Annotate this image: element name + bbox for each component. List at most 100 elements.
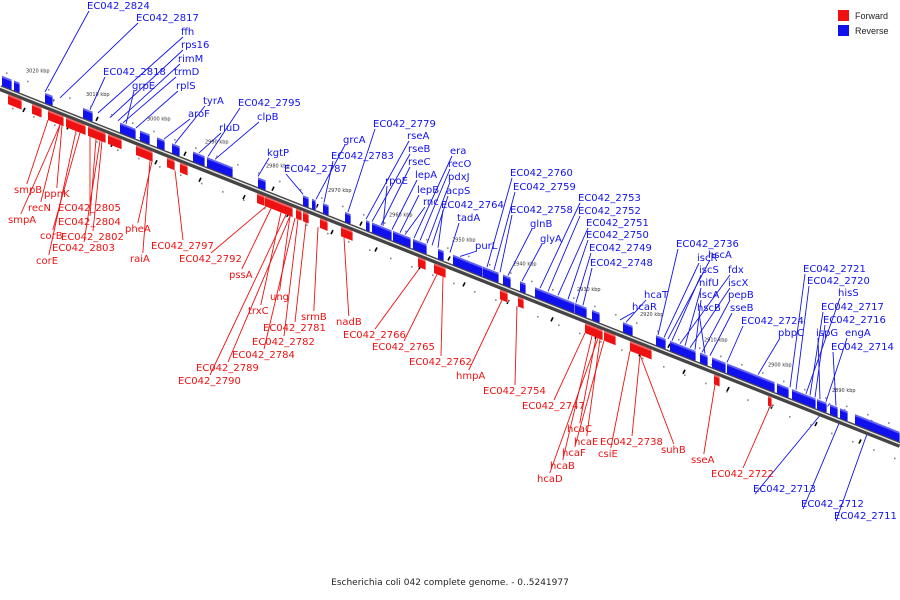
axis-tick (359, 221, 363, 226)
reverse-gene (656, 335, 667, 350)
gene-label-kgtp: kgtP (267, 148, 289, 159)
tick-dot (615, 313, 617, 316)
leader-line (431, 195, 449, 246)
tick-dot (531, 280, 533, 283)
gene-label-nadb: nadB (336, 317, 362, 328)
tick-dot (6, 72, 8, 74)
leader-line (809, 311, 824, 396)
legend-item-reverse: Reverse (838, 23, 889, 38)
tick-dot (852, 440, 854, 443)
forward-gene (32, 103, 43, 118)
leader-line (40, 124, 61, 203)
tick-dot (117, 149, 119, 152)
gene-label-rps16: rps16 (181, 40, 209, 51)
axis-tick (550, 316, 554, 322)
reverse-gene (855, 414, 900, 443)
tick-dot (894, 457, 896, 460)
axis-tick (447, 256, 451, 261)
kbp-tick-label: 2910 kbp (704, 337, 728, 343)
gene-label-ec042-2712: EC042_2712 (801, 499, 864, 510)
reverse-gene (366, 220, 371, 232)
leader-line (499, 214, 513, 273)
leader-line (117, 63, 181, 122)
tick-dot (384, 222, 386, 224)
gene-label-ec042-2781: EC042_2781 (263, 323, 326, 334)
leader-line (610, 350, 631, 449)
tick-dot (327, 232, 329, 235)
leader-line (283, 219, 299, 337)
kbp-tick-label: 2920 kbp (640, 312, 664, 318)
gene-label-raia: raiA (130, 254, 150, 265)
leader-line (347, 128, 376, 213)
leader-line (493, 191, 516, 271)
reverse-swatch (838, 25, 849, 36)
gene-label-ppnk: ppnK (44, 189, 70, 200)
tick-dot (216, 155, 218, 158)
tick-dot (342, 205, 344, 208)
leader-line (391, 179, 418, 230)
leader-line (20, 124, 61, 215)
reverse-gene (792, 389, 817, 409)
forward-gene (585, 323, 604, 341)
gene-label-ec042-2795: EC042_2795 (238, 98, 301, 109)
tick-dot (195, 147, 197, 149)
leader-line (285, 173, 304, 195)
gene-label-ec042-2817: EC042_2817 (136, 13, 199, 24)
leader-line (56, 125, 63, 189)
gene-label-ec042-2779: EC042_2779 (373, 119, 436, 130)
tick-dot (138, 157, 140, 160)
forward-gene (167, 157, 176, 171)
tick-dot (405, 230, 407, 233)
tick-dot (516, 307, 518, 310)
tick-dot (825, 397, 827, 399)
tick-dot (663, 365, 665, 368)
leader-line (92, 141, 103, 232)
reverse-gene (323, 203, 330, 216)
gene-label-pepb: pepB (728, 290, 754, 301)
gene-label-hiss: hisS (838, 288, 859, 299)
tick-dot (96, 141, 98, 143)
tick-dot (111, 114, 113, 116)
reverse-gene (312, 198, 317, 211)
tick-dot (132, 122, 134, 124)
gene-label-ung: ung (270, 292, 289, 303)
leader-line (619, 311, 635, 321)
leader-line (703, 384, 716, 455)
reverse-gene (623, 322, 634, 337)
leader-line (805, 297, 841, 394)
reverse-gene (777, 383, 790, 399)
reverse-gene (14, 80, 21, 94)
tick-dot (873, 449, 875, 451)
tick-dot (594, 305, 596, 308)
gene-label-ec042-2784: EC042_2784 (232, 350, 295, 361)
kbp-tick-label: 2940 kbp (513, 261, 537, 267)
gene-label-hcab: hcaB (550, 461, 575, 472)
gene-label-ec042-2736: EC042_2736 (676, 239, 739, 250)
gene-label-ec042-2762: EC042_2762 (409, 357, 472, 368)
tick-dot (348, 241, 350, 243)
tick-dot (48, 89, 50, 91)
tick-dot (411, 266, 413, 268)
leader-line (757, 337, 781, 375)
gene-label-ec042-2749: EC042_2749 (589, 243, 652, 254)
tick-dot (447, 247, 449, 249)
kbp-tick-label: 3010 kbp (86, 92, 110, 98)
reverse-gene (575, 303, 588, 319)
axis-tick (183, 151, 187, 157)
leader-line (726, 325, 744, 363)
gene-label-ec042-2747: EC042_2747 (522, 401, 585, 412)
axis-tick (154, 159, 158, 165)
gene-label-ec042-2803: EC042_2803 (52, 243, 115, 254)
forward-swatch (838, 10, 849, 21)
reverse-gene (2, 75, 13, 90)
gene-label-core: corE (36, 256, 58, 267)
leader-line (227, 215, 291, 363)
tick-dot (699, 347, 701, 349)
gene-label-ec042-2824: EC042_2824 (87, 1, 150, 12)
leader-line (399, 194, 420, 233)
tick-dot (495, 299, 497, 301)
forward-gene (48, 110, 65, 127)
gene-label-ec042-2721: EC042_2721 (803, 264, 866, 275)
tick-dot (789, 415, 791, 418)
